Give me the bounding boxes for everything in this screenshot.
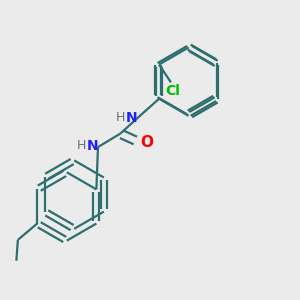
Text: H: H xyxy=(77,139,86,152)
Text: O: O xyxy=(140,135,153,150)
Text: N: N xyxy=(87,140,98,153)
Text: H: H xyxy=(116,111,125,124)
Text: N: N xyxy=(125,111,137,125)
Text: Cl: Cl xyxy=(165,84,180,98)
